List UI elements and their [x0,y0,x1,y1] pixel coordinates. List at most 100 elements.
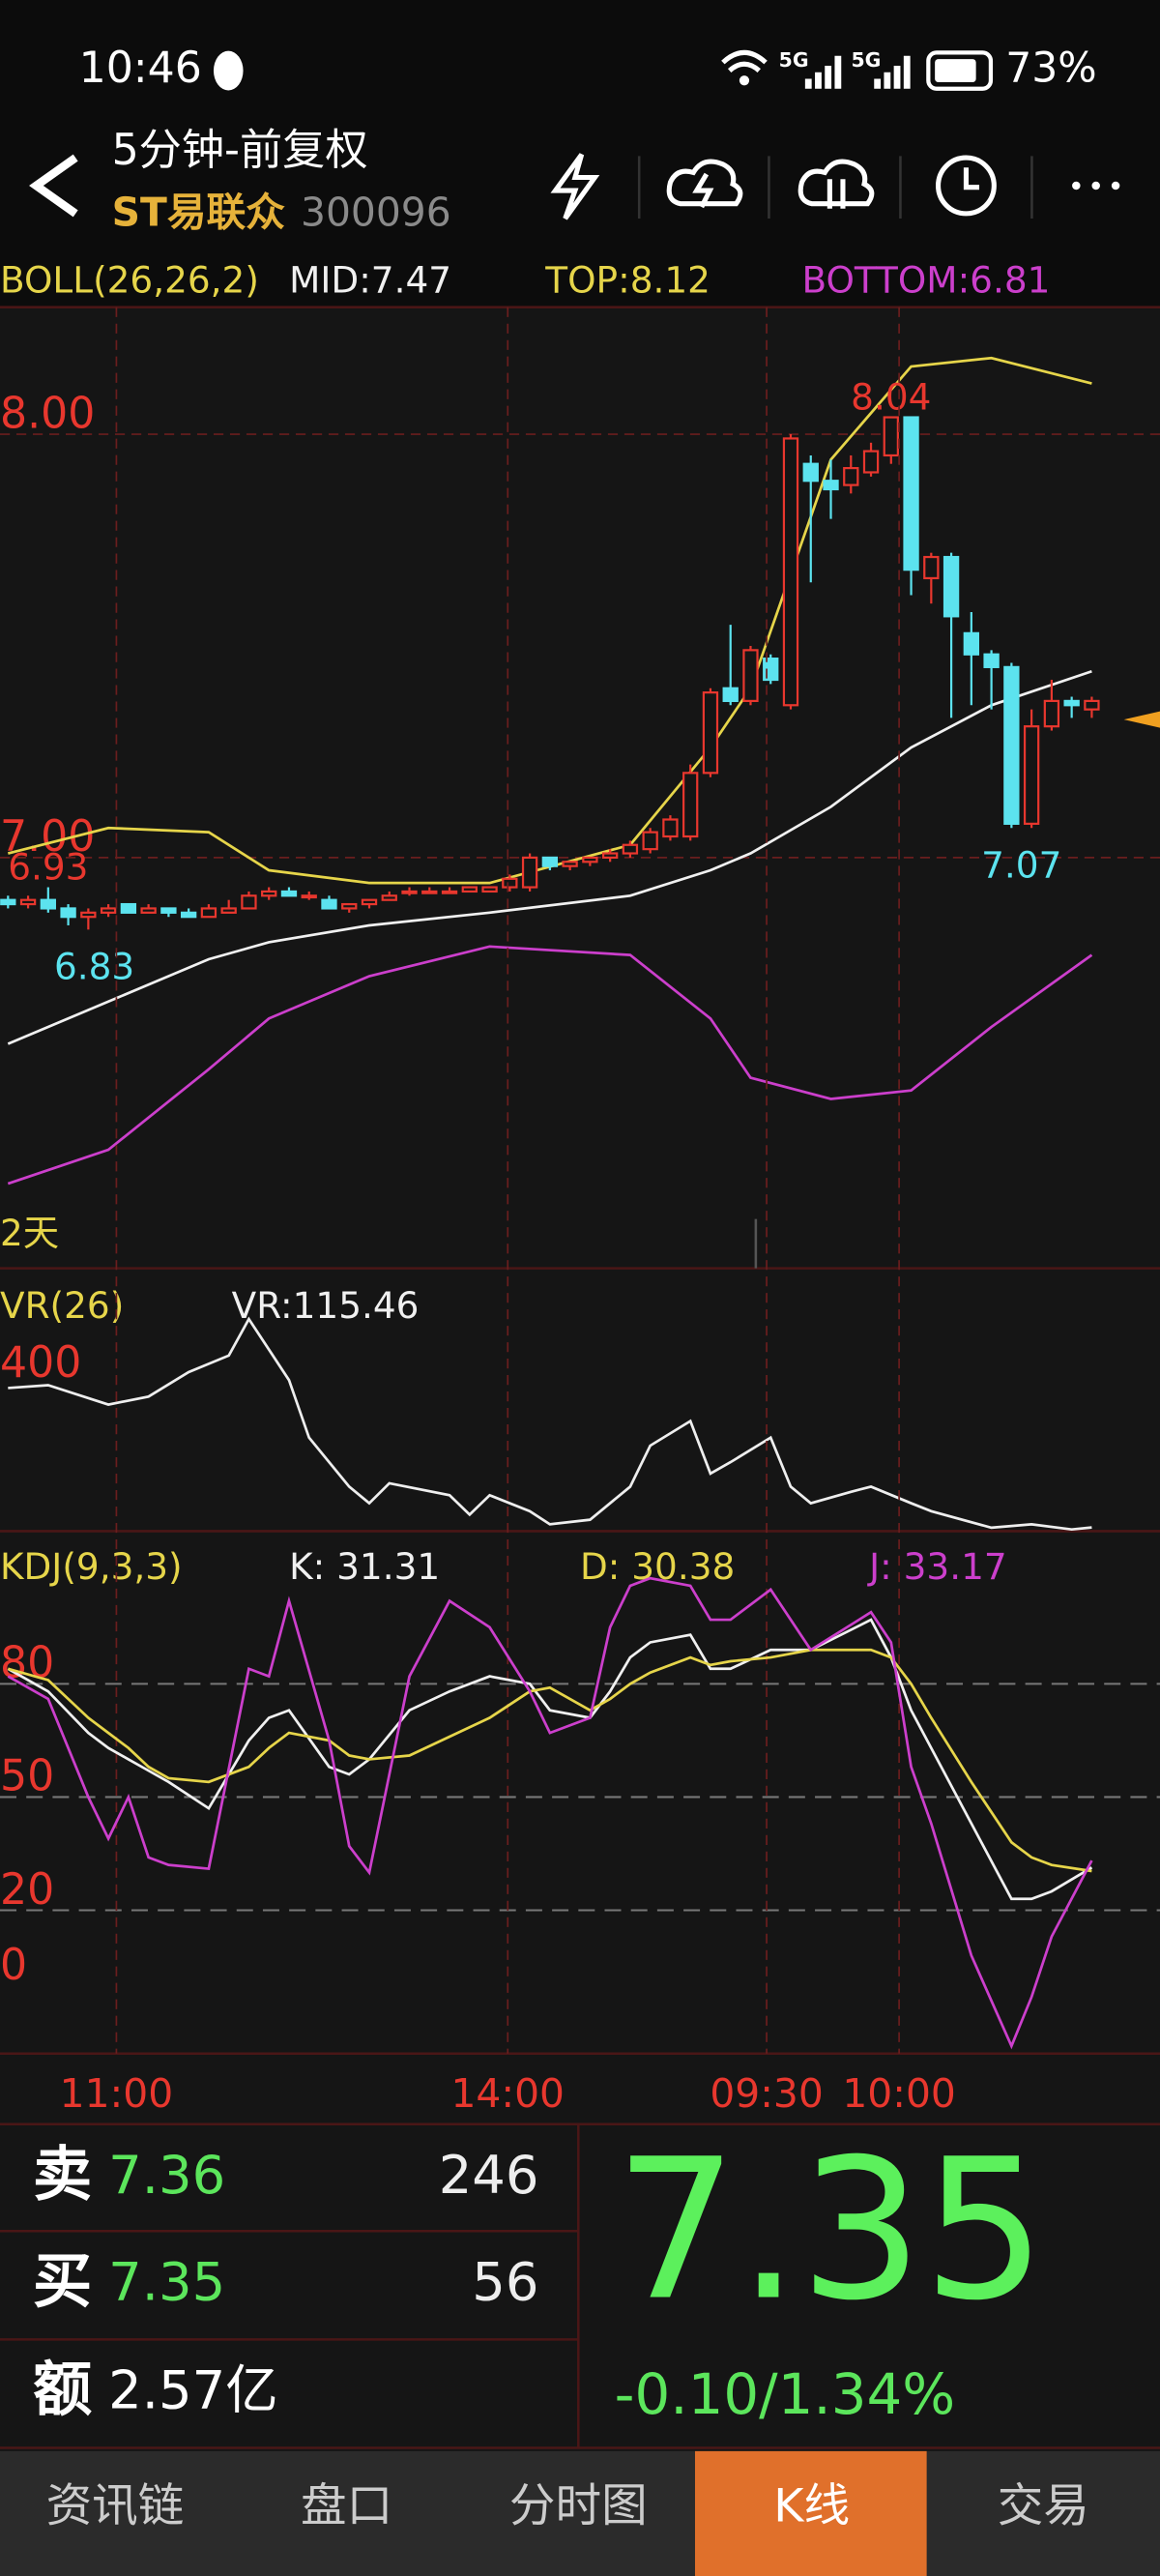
indicator-line [7,945,1093,1186]
candle-body [662,818,679,838]
candle-body [0,898,16,906]
panel-borders [0,306,1160,2055]
price-change: -0.10/1.34% [615,2361,956,2427]
candle-body [903,416,919,571]
nav-tab[interactable]: 资讯链 [46,2479,185,2532]
price-annotation: 7.07 [981,844,1061,887]
nav-tab[interactable]: 盘口 [301,2479,392,2532]
candle-body [341,902,358,910]
clock-button[interactable] [935,155,997,217]
y-tick-label: 0 [0,1941,27,1990]
candle-body [883,416,899,457]
candle-body [80,911,97,919]
indicator-line [7,669,1092,1045]
ask-volume: 246 [439,2145,539,2206]
legend-label: BOLL(26,26,2) [0,259,259,302]
legend-label: K: 31.31 [289,1545,440,1588]
last-price: 7.35 [615,2119,1047,2344]
candle-body [1043,699,1060,728]
candle-body [40,898,56,910]
candle-body [502,877,518,889]
candle-body [541,856,559,867]
candle-body [802,462,819,483]
candle-body [321,898,337,910]
bid-label: 买 [33,2247,92,2316]
candle-body [601,852,619,860]
legend-label: BOTTOM:6.81 [801,259,1050,302]
candle-body [421,890,438,894]
candle-body [742,649,759,703]
candle-body [642,831,658,851]
x-tick-label: 11:00 [60,2070,174,2117]
stock-name: ST易联众 [112,190,286,236]
candle-body [521,856,538,889]
wifi-icon [721,49,768,73]
price-annotation: 6.83 [54,946,134,988]
cloud-arrows [826,179,846,209]
cloud-button[interactable] [666,159,743,207]
clock-hands [963,167,980,190]
candle-body [1063,699,1080,707]
indicator-line [7,1618,1093,1901]
bid-volume: 56 [472,2251,538,2312]
candle-body [241,894,257,910]
legend-label: TOP:8.12 [544,259,710,302]
y-tick-label: 8.00 [0,389,95,438]
quote-panel: 卖 7.36 246 买 7.35 56 额 2.57亿 7.35 -0.10/… [0,2119,1160,2449]
flash-button[interactable] [550,153,600,220]
back-button[interactable] [29,154,78,218]
legend-label: J: 33.17 [867,1545,1007,1588]
candle-body [1023,725,1040,825]
signal-icon [874,55,911,89]
price-annotation: 8.04 [851,375,931,418]
amount-label: 额 [33,2356,92,2424]
candle-body [401,890,418,894]
candle-body [19,898,37,906]
indicator-line [7,1576,1093,2050]
stock-code: 300096 [301,190,451,236]
y-tick-label: 20 [0,1865,54,1915]
candle-body [381,894,397,901]
candle-body [220,907,237,914]
legend-label: VR:115.46 [232,1284,420,1327]
qq-icon [213,50,244,91]
candle-body [843,466,859,486]
candle-body [200,907,218,919]
candle-body [862,450,880,474]
legend-bg [0,259,1160,307]
x-tick-label: 14:00 [451,2070,566,2117]
price-annotation: 6.93 [8,845,88,888]
nav-tab[interactable]: 分时图 [509,2479,648,2532]
cloud-sync-button[interactable] [798,159,875,207]
candle-body [622,843,639,855]
wifi-dot [739,75,750,86]
more-button[interactable] [1072,181,1120,190]
battery-icon [926,50,994,91]
quote-borders [0,2122,1160,2449]
candle-body [261,890,277,897]
candle-body [1003,665,1020,825]
x-tick-label: 10:00 [842,2070,956,2117]
nav-tab[interactable]: 交易 [998,2479,1089,2532]
nav-tab[interactable]: K线 [773,2479,850,2532]
candle-body [160,907,177,914]
candle-body [942,555,960,618]
candle-body [582,856,598,864]
ask-label: 卖 [33,2140,92,2209]
candle-body [983,653,1000,668]
period-label: 2天 [0,1212,59,1254]
candle-body [722,687,739,703]
candle-body [562,861,578,867]
bid-price: 7.35 [108,2251,225,2312]
candle-body [100,907,117,914]
page-title: 5分钟-前复权 [112,126,368,175]
nav-active [694,2450,927,2576]
candle-body [923,555,940,580]
indicator-line [7,1648,1092,1873]
candle-body [280,890,298,897]
legend-label: D: 30.38 [580,1545,735,1588]
candle-body [180,911,197,919]
legend-label: VR(26) [0,1284,124,1327]
